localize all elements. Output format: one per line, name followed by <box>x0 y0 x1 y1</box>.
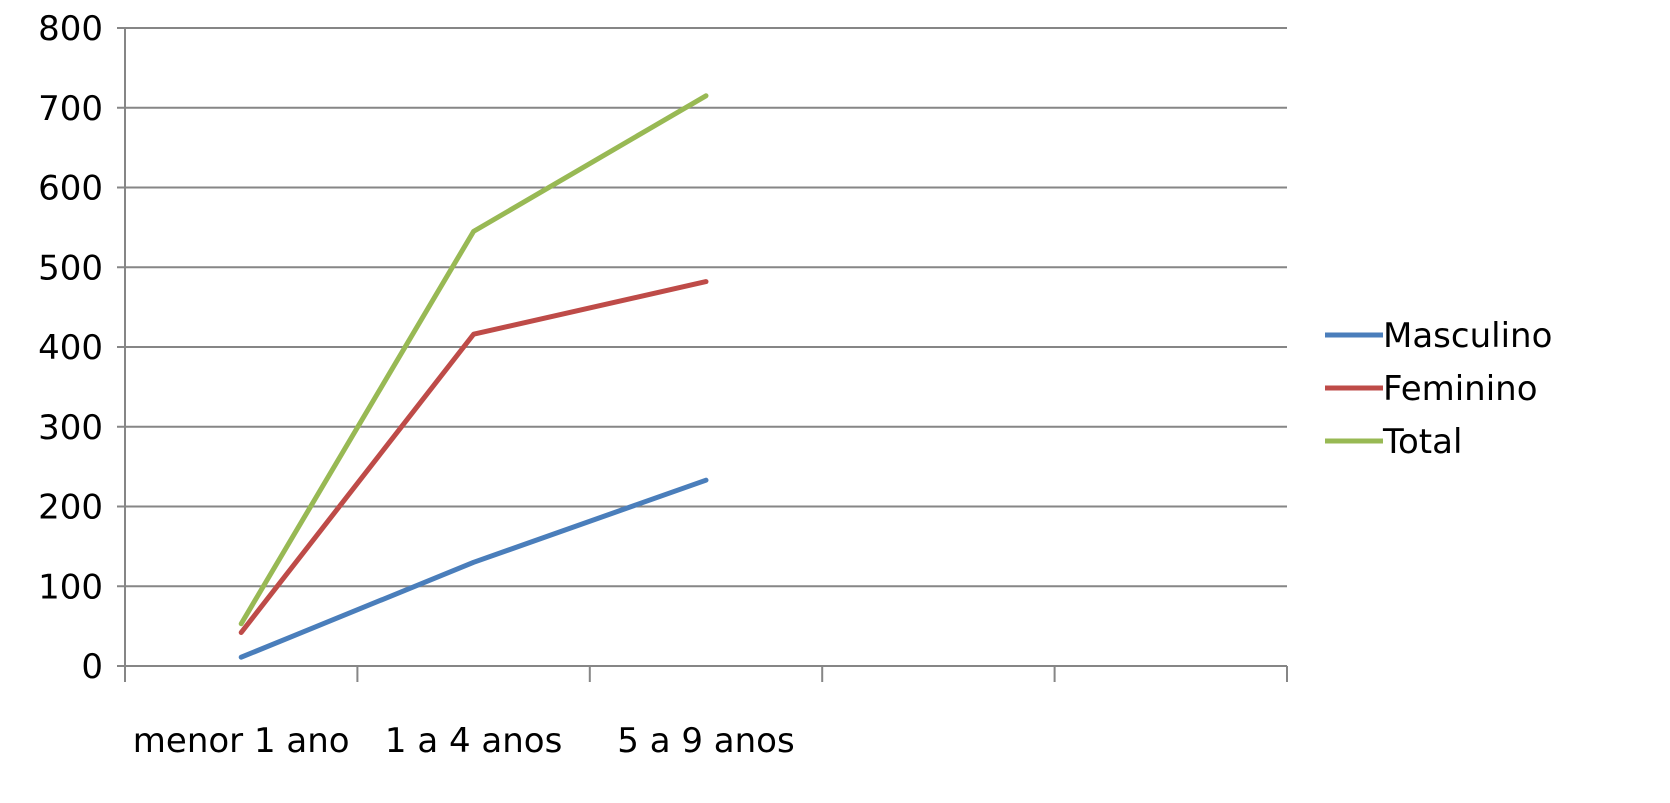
legend-label-feminino: Feminino <box>1383 369 1538 409</box>
y-tick-label: 600 <box>38 169 103 209</box>
legend-label-masculino: Masculino <box>1383 316 1552 356</box>
y-axis-tick-labels: 0 100 200 300 400 500 600 700 800 <box>38 9 103 687</box>
legend: Masculino Feminino Total <box>1325 316 1552 462</box>
y-tick-label: 400 <box>38 328 103 368</box>
y-tick-label: 200 <box>38 488 103 528</box>
y-tick-label: 800 <box>38 9 103 49</box>
gridlines <box>125 27 1287 588</box>
x-category-label: menor 1 ano <box>133 721 350 761</box>
y-tick-label: 300 <box>38 408 103 448</box>
series-line-masculino <box>238 477 709 660</box>
y-tick-label: 100 <box>38 567 103 607</box>
x-axis <box>117 27 1288 682</box>
series-lines <box>238 93 709 660</box>
y-tick-label: 700 <box>38 89 103 129</box>
x-category-label: 5 a 9 anos <box>617 721 794 761</box>
x-category-label: 1 a 4 anos <box>385 721 562 761</box>
y-tick-label: 500 <box>38 248 103 288</box>
series-line-feminino <box>238 279 709 636</box>
y-tick-label: 0 <box>81 647 103 687</box>
legend-label-total: Total <box>1382 422 1462 462</box>
x-axis-category-labels: menor 1 ano 1 a 4 anos 5 a 9 anos <box>133 721 795 761</box>
series-line-total <box>238 93 709 627</box>
